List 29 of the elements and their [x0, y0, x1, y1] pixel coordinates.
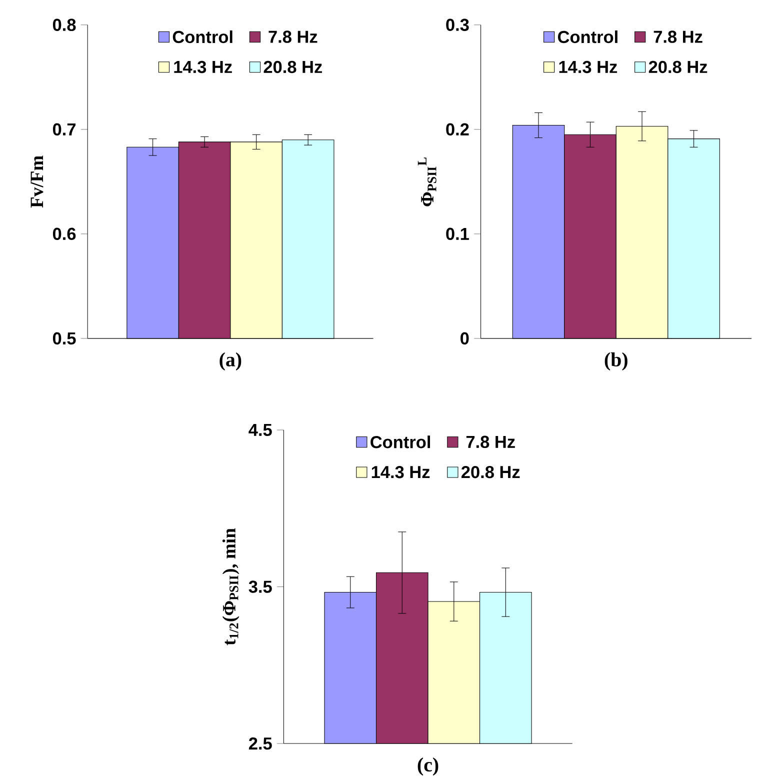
- y-tick-label: 0: [460, 332, 469, 345]
- y-tick-label: 0.5: [52, 332, 76, 345]
- y-tick-label: 0.1: [446, 228, 469, 240]
- y-axis-title: t$_{1/2}$(Φ$_{PSII}$), min: [222, 528, 240, 646]
- legend-label: 14.3 Hz: [174, 60, 232, 74]
- y-tick-label: 2.5: [248, 737, 272, 750]
- y-tick-label: 0.6: [52, 228, 76, 240]
- y-tick-label: 0.2: [446, 123, 469, 136]
- legend-label: 20.8 Hz: [461, 466, 520, 478]
- y-axis-title: Fv/Fm: [30, 156, 43, 208]
- legend-label: Control: [172, 30, 232, 44]
- y-tick-label: 4.5: [248, 424, 272, 436]
- legend-label: 7.8 Hz: [268, 30, 317, 43]
- y-axis-title: Φ$_{PSII}$L: [418, 157, 436, 206]
- legend-label: Control: [370, 436, 430, 448]
- y-tick-label: 0.7: [52, 123, 76, 136]
- legend-label: 14.3 Hz: [559, 60, 617, 74]
- y-tick-label: 3.5: [248, 580, 272, 593]
- legend-label: 20.8 Hz: [264, 60, 322, 74]
- y-tick-label: 0.8: [52, 18, 76, 31]
- y-tick-label: 0.3: [446, 18, 469, 31]
- legend-label: 20.8 Hz: [648, 60, 707, 74]
- legend-label: 7.8 Hz: [466, 436, 515, 448]
- x-axis-title: (c): [418, 758, 438, 776]
- legend-label: Control: [558, 30, 618, 44]
- legend-label: 14.3 Hz: [372, 466, 430, 478]
- x-axis-title: (b): [604, 352, 628, 370]
- x-axis-title: (a): [219, 352, 241, 370]
- legend-label: 7.8 Hz: [654, 30, 702, 43]
